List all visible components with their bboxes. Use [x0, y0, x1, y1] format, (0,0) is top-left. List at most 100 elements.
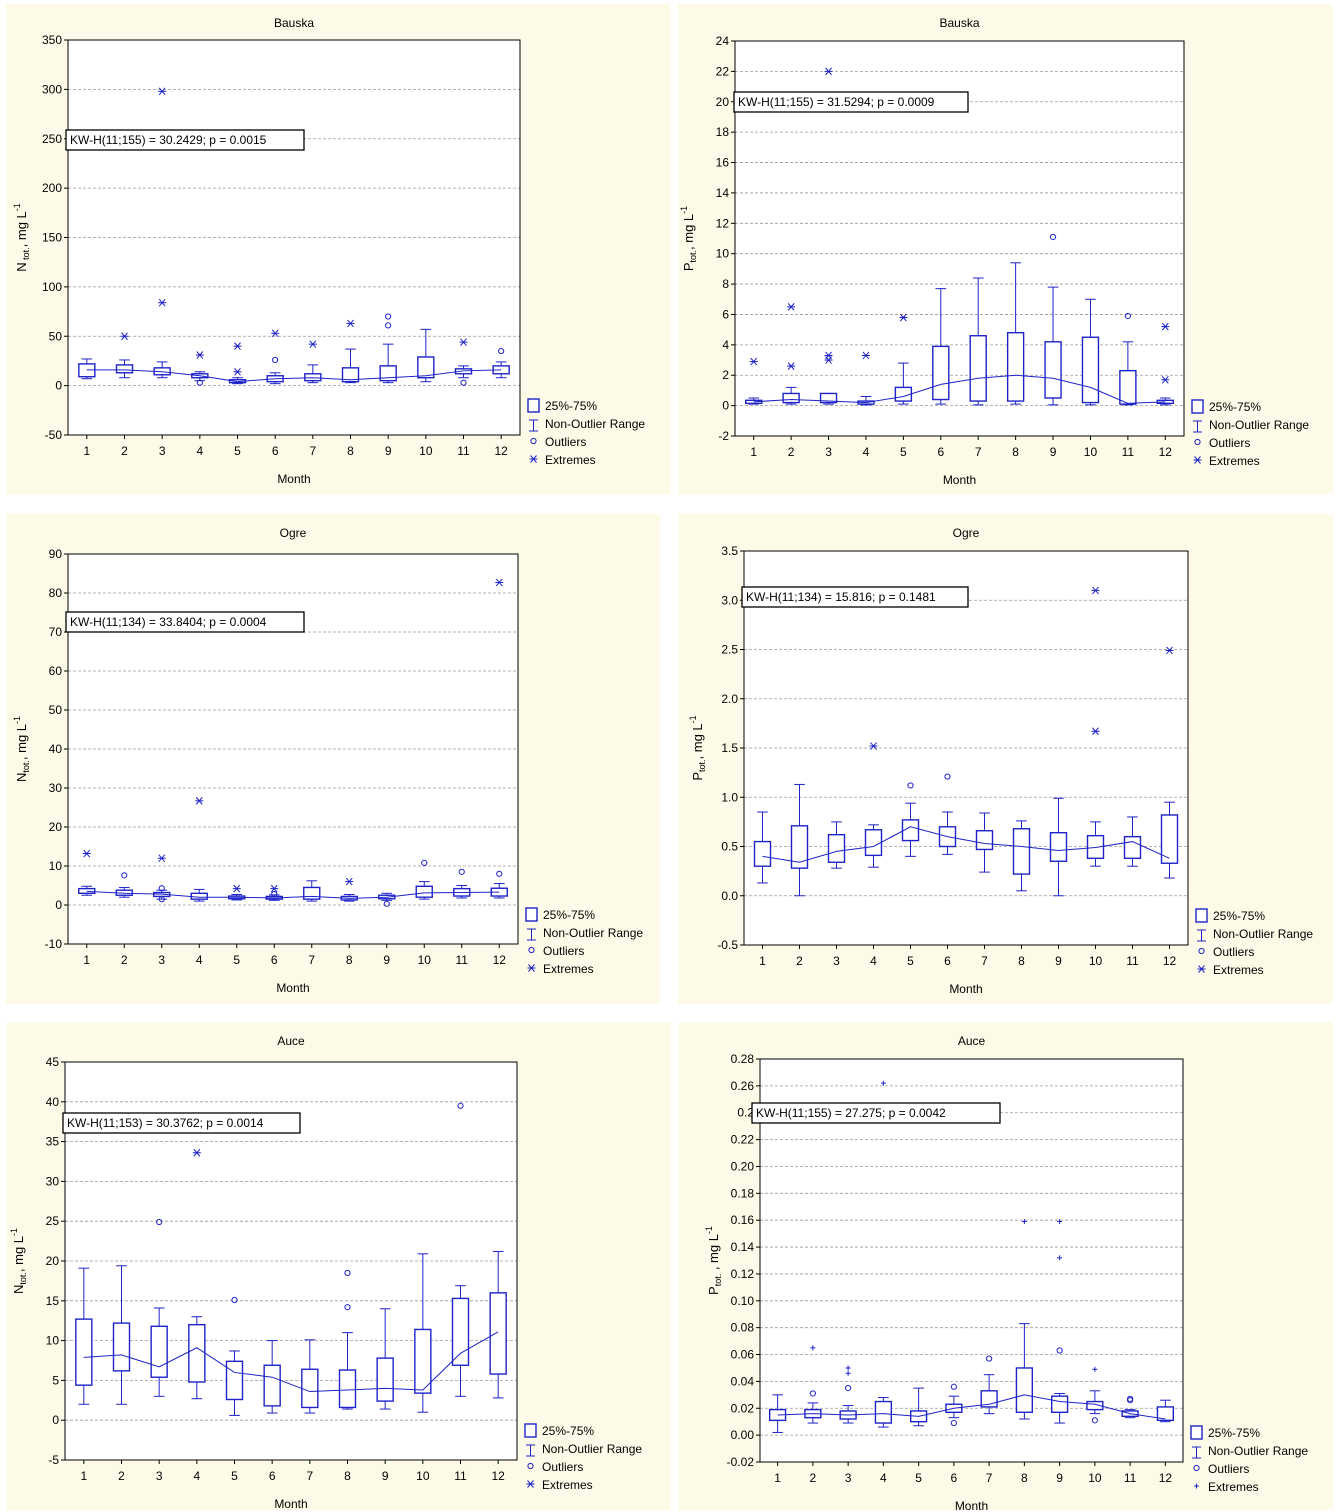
extreme-point [308, 340, 317, 348]
extreme-point [824, 351, 833, 360]
outlier-point [272, 356, 279, 364]
outlier-point [1124, 312, 1131, 320]
y-tick-label: 14 [716, 186, 730, 200]
box-month-1 [745, 357, 763, 405]
outlier-point [1049, 233, 1057, 241]
stat-box [733, 91, 969, 113]
stat-annotation: KW-H(11;155) = 31.5294; p = 0.0009 [733, 91, 969, 113]
extreme-point [1161, 375, 1170, 384]
y-tick-label: 0.10 [731, 1294, 755, 1308]
box-iqr [1081, 336, 1100, 404]
x-axis-label: Month [276, 981, 309, 995]
box-iqr [415, 885, 433, 898]
extreme-point [459, 338, 468, 347]
box-iqr [414, 1328, 432, 1394]
x-tick-label: 1 [83, 953, 90, 967]
y-tick-label: 0.06 [731, 1348, 755, 1362]
box-month-10 [417, 328, 435, 383]
x-tick-label: 5 [233, 953, 240, 967]
median-line [86, 890, 500, 899]
y-tick-label: 18 [716, 125, 730, 139]
y-tick-label: 5 [52, 1373, 59, 1387]
box-iqr [303, 886, 321, 900]
x-axis-label: Month [955, 1499, 988, 1510]
box-month-8 [1006, 262, 1025, 405]
box-month-9 [1049, 797, 1068, 897]
box-iqr [1015, 1367, 1034, 1413]
y-tick-label: -2 [718, 429, 729, 443]
x-tick-label: 3 [159, 444, 166, 458]
legend-extreme-symbol [529, 455, 538, 463]
box-month-2 [790, 783, 809, 897]
legend-label: Non-Outlier Range [1209, 418, 1309, 432]
legend: 25%-75% Non-Outlier Range Outliers Extremes [524, 1423, 642, 1492]
outlier-point [385, 322, 392, 329]
box-iqr [417, 356, 435, 379]
legend-box-symbol [1191, 399, 1204, 414]
legend: 25%-75% Non-Outlier Range Outliers Extremes [525, 907, 643, 976]
y-tick-label: 4 [722, 338, 729, 352]
y-tick-label: -10 [45, 937, 63, 951]
stat-label: KW-H(11;155) = 27.275; p = 0.0042 [756, 1106, 946, 1120]
legend-label: 25%-75% [1209, 400, 1261, 414]
x-axis-label: Month [277, 472, 310, 486]
extreme-point [880, 1080, 886, 1086]
x-tick-label: 11 [457, 444, 470, 458]
box-iqr [819, 392, 838, 404]
legend: 25%-75% Non-Outlier Range Outliers Extremes [1190, 1425, 1308, 1494]
x-tick-label: 3 [825, 445, 832, 459]
stat-label: KW-H(11;134) = 15.816; p = 0.1481 [746, 590, 936, 604]
stat-label: KW-H(11;134) = 33.8404; p = 0.0004 [70, 615, 267, 629]
x-tick-label: 5 [234, 444, 241, 458]
x-tick-label: 12 [1159, 1471, 1173, 1485]
legend-label: Non-Outlier Range [1208, 1444, 1308, 1458]
x-tick-label: 4 [193, 1469, 200, 1483]
x-tick-label: 1 [774, 1471, 781, 1485]
outlier-point [1127, 1395, 1134, 1402]
box-iqr [1012, 828, 1031, 875]
legend-label: 25%-75% [545, 399, 597, 413]
y-tick-label: 0.02 [731, 1401, 755, 1415]
y-tick-label: 15 [46, 1294, 60, 1308]
box-month-7 [303, 880, 321, 902]
legend-label: Non-Outlier Range [542, 1442, 642, 1456]
y-tick-label: 0.04 [731, 1374, 755, 1388]
plot-frame [67, 553, 519, 945]
stat-box [741, 586, 969, 608]
plot-frame [743, 550, 1189, 946]
y-tick-label: 0.0 [721, 889, 738, 903]
legend-label: 25%-75% [1208, 1426, 1260, 1440]
extreme-point [749, 357, 758, 366]
extreme-point [787, 362, 796, 370]
x-tick-label: 12 [493, 953, 507, 967]
y-tick-label: 0.12 [731, 1267, 755, 1281]
y-tick-label: 0 [722, 399, 729, 413]
outlier-point [385, 313, 392, 320]
box-iqr [112, 1322, 131, 1372]
box-month-2 [115, 332, 134, 379]
x-tick-label: 5 [900, 445, 907, 459]
box-iqr [301, 1368, 319, 1409]
extreme-point [158, 87, 167, 96]
x-tick-label: 6 [944, 954, 951, 968]
legend-extreme-symbol [1197, 965, 1206, 973]
y-tick-label: 0.26 [731, 1079, 755, 1093]
box-iqr [901, 819, 920, 842]
stat-box [751, 1102, 1001, 1124]
y-tick-label: 3.0 [721, 593, 738, 607]
legend-outlier-symbol [1198, 947, 1205, 955]
box-month-7 [969, 277, 987, 406]
box-iqr [753, 840, 772, 867]
outlier-point [944, 773, 951, 780]
extreme-point [233, 342, 242, 350]
box-iqr [379, 365, 397, 382]
box-iqr [338, 1369, 357, 1409]
box-month-2 [782, 303, 800, 405]
x-tick-label: 2 [121, 953, 128, 967]
extreme-point [787, 303, 796, 311]
stat-box [65, 129, 305, 151]
extreme-point [192, 1148, 201, 1157]
outlier-point [1056, 1347, 1063, 1354]
